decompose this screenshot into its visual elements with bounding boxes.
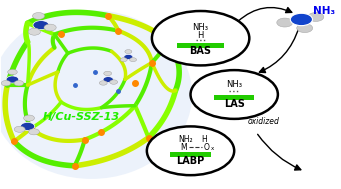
Circle shape	[103, 77, 113, 82]
Circle shape	[32, 12, 45, 19]
Circle shape	[110, 80, 118, 84]
Circle shape	[8, 69, 17, 75]
Text: NH₃: NH₃	[313, 6, 335, 16]
Circle shape	[124, 54, 133, 60]
Circle shape	[24, 115, 34, 121]
Text: BAS: BAS	[190, 46, 212, 56]
Text: x: x	[211, 146, 214, 151]
Circle shape	[191, 70, 278, 119]
Circle shape	[297, 24, 313, 33]
Circle shape	[6, 76, 19, 83]
Text: NH₃: NH₃	[226, 80, 242, 89]
Circle shape	[120, 58, 127, 62]
Circle shape	[28, 28, 41, 35]
Circle shape	[14, 81, 24, 86]
Bar	[177, 43, 224, 48]
Text: M: M	[180, 143, 187, 152]
Circle shape	[14, 126, 25, 132]
Circle shape	[104, 71, 112, 76]
Text: H/Cu-SSZ-13: H/Cu-SSZ-13	[43, 112, 120, 122]
Circle shape	[33, 21, 49, 29]
Circle shape	[20, 122, 35, 130]
Text: O: O	[204, 143, 210, 152]
Circle shape	[1, 81, 11, 86]
Circle shape	[308, 12, 324, 21]
Text: oxidized: oxidized	[248, 117, 280, 126]
Circle shape	[99, 81, 107, 85]
Text: H: H	[201, 135, 207, 144]
Text: NH₂: NH₂	[178, 135, 193, 144]
Circle shape	[125, 50, 132, 53]
Text: LAS: LAS	[224, 99, 244, 109]
Text: H: H	[197, 31, 204, 40]
Text: NH₃: NH₃	[193, 23, 209, 32]
Text: LABP: LABP	[176, 156, 205, 166]
Ellipse shape	[0, 10, 192, 179]
Circle shape	[290, 13, 312, 26]
Text: ·: ·	[198, 18, 203, 31]
Circle shape	[152, 11, 249, 65]
Circle shape	[44, 24, 56, 31]
Circle shape	[29, 129, 40, 135]
Circle shape	[130, 58, 136, 62]
Bar	[170, 152, 211, 157]
Bar	[214, 95, 254, 100]
Circle shape	[147, 126, 234, 175]
Circle shape	[277, 18, 293, 27]
